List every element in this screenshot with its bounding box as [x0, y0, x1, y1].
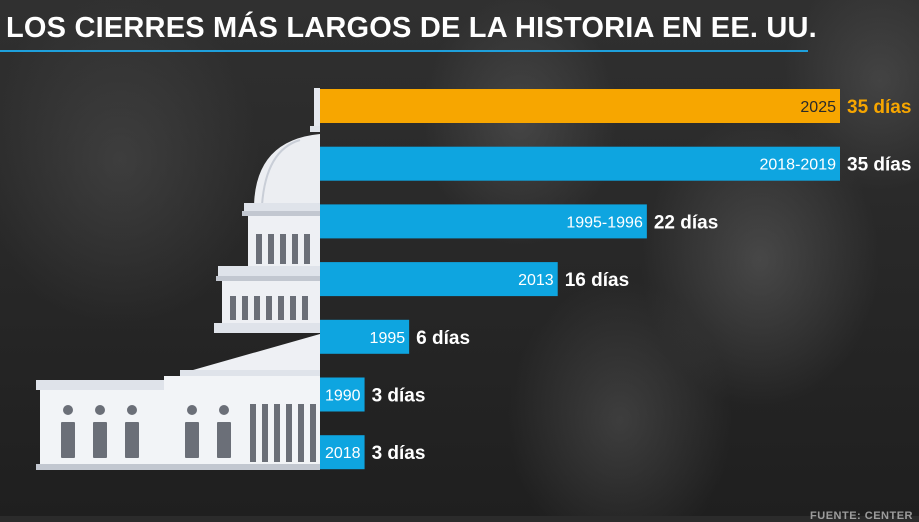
bar-2018-2019	[320, 146, 840, 181]
bar-category-label: 2018	[325, 445, 361, 462]
bar-value-label: 22 días	[654, 212, 718, 233]
bar-value-label: 3 días	[372, 443, 426, 464]
source-note: FUENTE: CENTER	[810, 510, 913, 522]
page-title: LOS CIERRES MÁS LARGOS DE LA HISTORIA EN…	[6, 12, 817, 44]
bars-layer: 2025 35 días 2018-2019 35 días 1995-1996 22 d…	[320, 89, 911, 470]
title-underline	[0, 50, 808, 52]
bar-2013	[320, 262, 558, 297]
bar-2018	[320, 435, 365, 470]
bar-category-label: 1995	[370, 330, 406, 347]
bar-category-label: 2018-2019	[759, 157, 836, 174]
bar-1995	[320, 319, 410, 354]
bar-value-label: 6 días	[416, 328, 470, 349]
bar-1990	[320, 377, 365, 412]
bar-category-label: 1990	[325, 388, 361, 405]
bar-value-label: 3 días	[372, 386, 426, 407]
capitol-building-icon	[36, 88, 320, 470]
bar-1995-1996	[320, 204, 647, 239]
bar-category-label: 1995-1996	[566, 214, 643, 231]
bar-value-label: 16 días	[565, 270, 629, 291]
bar-category-label: 2025	[800, 99, 836, 116]
bar-category-label: 2013	[518, 272, 554, 289]
bar-2025	[320, 89, 840, 123]
bar-value-label: 35 días	[847, 97, 911, 118]
bar-value-label: 35 días	[847, 155, 911, 176]
